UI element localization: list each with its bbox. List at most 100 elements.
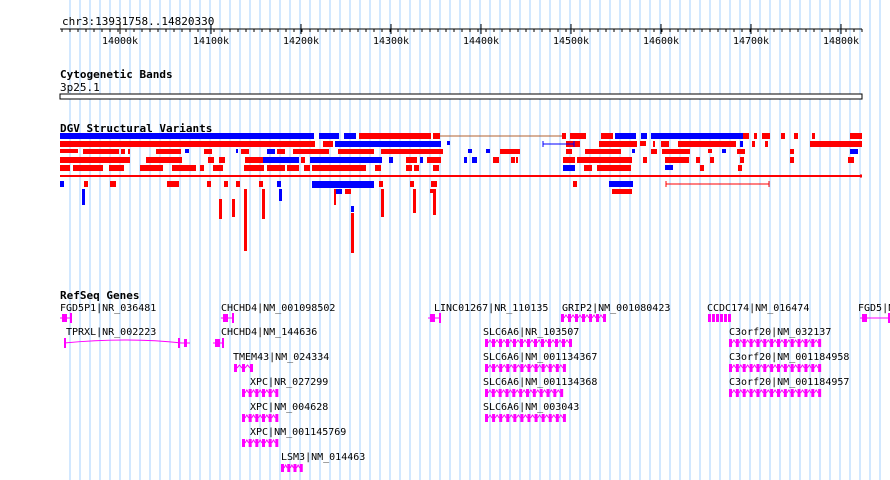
gene-feature[interactable]: SLC6A6|NR_103507	[483, 327, 579, 347]
dgv-loss-variant[interactable]	[678, 141, 736, 147]
dgv-loss-variant[interactable]	[156, 149, 181, 154]
dgv-gain-variant[interactable]	[464, 157, 467, 163]
dgv-gain-variant[interactable]	[319, 133, 339, 139]
gene-feature[interactable]: FGD5P1|NR_036481	[60, 303, 156, 323]
gene-feature[interactable]: LINC01267|NR_110135	[428, 303, 548, 323]
dgv-gain-variant[interactable]	[651, 133, 743, 139]
dgv-loss-variant[interactable]	[493, 157, 499, 163]
dgv-loss-variant[interactable]	[794, 133, 798, 139]
dgv-gain-variant[interactable]	[722, 149, 726, 153]
gene-feature[interactable]: C3orf20|NM_001184957	[729, 377, 849, 397]
dgv-loss-variant[interactable]	[140, 165, 163, 171]
dgv-loss-variant[interactable]	[431, 181, 437, 187]
dgv-gain-variant[interactable]	[344, 133, 356, 139]
dgv-loss-variant[interactable]	[345, 189, 351, 194]
dgv-loss-variant[interactable]	[584, 165, 592, 171]
dgv-loss-variant[interactable]	[708, 149, 712, 153]
dgv-gain-variant[interactable]	[60, 181, 64, 187]
dgv-gain-variant[interactable]	[563, 165, 575, 171]
dgv-gain-variant[interactable]	[310, 157, 382, 163]
dgv-loss-variant[interactable]	[414, 165, 419, 171]
dgv-loss-variant[interactable]	[516, 157, 518, 163]
dgv-loss-variant[interactable]	[651, 149, 657, 154]
gene-feature[interactable]: TMEM43|NM_024334	[233, 352, 329, 372]
dgv-loss-variant[interactable]	[427, 157, 441, 163]
dgv-loss-variant[interactable]	[338, 149, 374, 154]
dgv-loss-variant[interactable]	[60, 141, 315, 147]
dgv-gain-variant[interactable]	[420, 157, 423, 163]
dgv-loss-variant[interactable]	[653, 141, 655, 147]
dgv-loss-variant[interactable]	[812, 133, 815, 139]
dgv-gain-variant[interactable]	[632, 149, 635, 153]
dgv-loss-variant[interactable]	[208, 157, 214, 163]
dgv-loss-variant[interactable]	[810, 141, 862, 147]
dgv-loss-variant[interactable]	[790, 149, 794, 154]
dgv-gain-variant[interactable]	[615, 133, 636, 139]
dgv-loss-variant[interactable]	[301, 157, 305, 163]
gene-feature[interactable]: C3orf20|NM_032137	[729, 327, 831, 347]
cytoband-track[interactable]: Cytogenetic Bands 3p25.1	[59, 68, 863, 100]
gene-feature[interactable]: SLC6A6|NM_001134367	[483, 352, 597, 372]
dgv-gain-variant[interactable]	[468, 149, 472, 153]
dgv-loss-variant[interactable]	[433, 165, 439, 171]
dgv-loss-variant[interactable]	[241, 149, 249, 154]
dgv-loss-variant[interactable]	[262, 189, 265, 219]
gene-feature[interactable]: CHCHD4|NM_001098502	[221, 303, 335, 323]
dgv-gain-variant[interactable]	[336, 189, 342, 194]
dgv-loss-variant[interactable]	[110, 181, 116, 187]
dgv-loss-variant[interactable]	[661, 141, 669, 147]
dgv-gain-variant[interactable]	[740, 141, 743, 147]
dgv-loss-variant[interactable]	[665, 157, 689, 163]
dgv-loss-variant[interactable]	[740, 157, 744, 163]
dgv-loss-variant[interactable]	[207, 181, 211, 187]
dgv-loss-variant[interactable]	[762, 133, 770, 139]
dgv-loss-variant[interactable]	[359, 133, 431, 139]
dgv-loss-variant[interactable]	[60, 157, 130, 163]
dgv-loss-variant[interactable]	[752, 141, 755, 147]
dgv-loss-variant[interactable]	[109, 165, 124, 171]
dgv-loss-variant[interactable]	[200, 165, 204, 171]
dgv-loss-variant[interactable]	[737, 149, 745, 154]
dgv-loss-variant[interactable]	[232, 199, 235, 217]
dgv-loss-variant[interactable]	[406, 165, 412, 171]
dgv-loss-variant[interactable]	[259, 181, 263, 187]
gene-feature[interactable]: SLC6A6|NM_003043	[483, 402, 579, 422]
dgv-loss-variant[interactable]	[781, 133, 785, 139]
dgv-loss-variant[interactable]	[662, 149, 690, 154]
refseq-track[interactable]: RefSeq Genes FGD5P1|NR_036481 TPRXL|NR_00…	[60, 289, 890, 472]
dgv-gain-variant[interactable]	[236, 149, 238, 153]
dgv-loss-variant[interactable]	[277, 149, 285, 154]
dgv-features[interactable]	[60, 133, 862, 253]
gene-feature[interactable]: C3orf20|NM_001184958	[729, 352, 849, 372]
dgv-loss-variant[interactable]	[84, 181, 88, 187]
dgv-loss-variant[interactable]	[563, 157, 575, 163]
dgv-loss-variant[interactable]	[293, 149, 329, 154]
gene-feature[interactable]: LSM3|NM_014463	[281, 452, 365, 472]
dgv-loss-variant[interactable]	[700, 165, 704, 171]
dgv-track[interactable]: DGV Structural Variants	[60, 122, 862, 253]
dgv-loss-variant[interactable]	[850, 133, 862, 139]
dgv-gain-variant[interactable]	[335, 141, 441, 147]
dgv-gain-variant[interactable]	[486, 149, 490, 153]
dgv-gain-variant[interactable]	[447, 141, 450, 145]
gene-feature[interactable]: CHCHD4|NM_144636	[213, 327, 317, 348]
dgv-gain-variant[interactable]	[609, 181, 633, 187]
dgv-loss-variant[interactable]	[738, 165, 742, 171]
dgv-loss-variant[interactable]	[121, 149, 125, 154]
gene-feature[interactable]: XPC|NM_004628	[242, 402, 328, 422]
dgv-loss-variant[interactable]	[577, 157, 632, 163]
dgv-gain-variant[interactable]	[641, 133, 647, 139]
dgv-loss-variant[interactable]	[597, 165, 631, 171]
dgv-loss-variant[interactable]	[601, 133, 613, 139]
dgv-loss-variant[interactable]	[743, 133, 749, 139]
dgv-loss-variant[interactable]	[765, 141, 768, 147]
dgv-loss-variant[interactable]	[267, 165, 285, 171]
dgv-loss-variant[interactable]	[573, 181, 577, 187]
gene-feature[interactable]: XPC|NM_001145769	[242, 427, 346, 447]
dgv-loss-variant[interactable]	[643, 157, 647, 163]
dgv-loss-variant[interactable]	[224, 181, 228, 187]
dgv-loss-variant[interactable]	[433, 133, 440, 139]
dgv-loss-variant[interactable]	[612, 189, 632, 194]
dgv-loss-variant[interactable]	[381, 149, 443, 154]
dgv-loss-variant[interactable]	[244, 189, 247, 251]
